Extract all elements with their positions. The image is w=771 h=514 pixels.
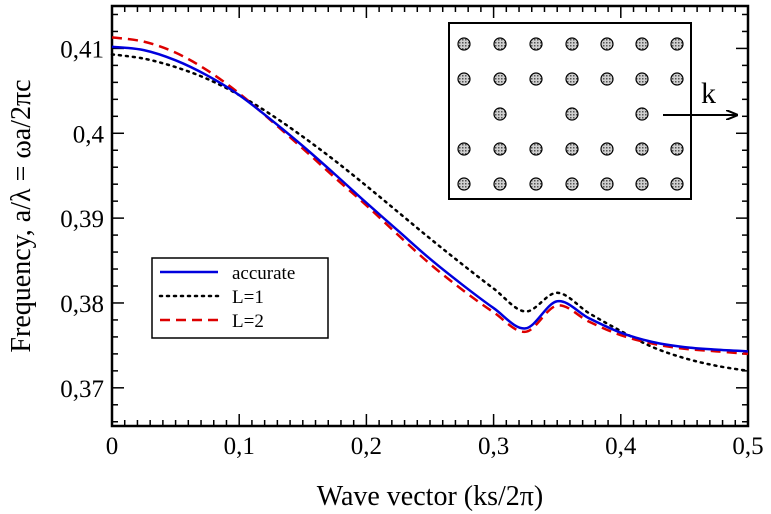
lattice-rod xyxy=(493,177,507,191)
lattice-rod xyxy=(600,177,614,191)
lattice-rod xyxy=(529,37,543,51)
x-tick-label: 0,4 xyxy=(605,433,637,460)
lattice-rod xyxy=(670,72,684,86)
x-tick-label: 0,1 xyxy=(224,433,255,460)
legend-label-accurate: accurate xyxy=(232,263,295,284)
series-line-accurate xyxy=(111,45,749,353)
legend-label-l1: L=1 xyxy=(232,287,264,308)
lattice-rod xyxy=(635,72,649,86)
x-tick-label: 0,2 xyxy=(351,433,382,460)
y-axis-title: Frequency, a/λ = ωa/2πc xyxy=(6,79,37,352)
lattice-rod xyxy=(493,107,507,121)
lattice-rod xyxy=(635,107,649,121)
y-tick-label: 0,41 xyxy=(60,36,104,63)
x-axis-title: Wave vector (ks/2π) xyxy=(317,481,543,512)
y-tick-label: 0,37 xyxy=(60,376,104,403)
lattice-rod xyxy=(635,177,649,191)
lattice-rod xyxy=(529,177,543,191)
lattice-rod xyxy=(670,142,684,156)
lattice-rod xyxy=(565,37,579,51)
x-tick-label: 0,5 xyxy=(732,433,763,460)
x-tick-label: 0 xyxy=(106,433,119,460)
axis-ticks xyxy=(111,6,749,426)
lattice-rod xyxy=(493,142,507,156)
lattice-rod xyxy=(635,142,649,156)
lattice-rod xyxy=(635,37,649,51)
y-tick-label: 0,4 xyxy=(73,121,105,148)
lattice-rod xyxy=(670,37,684,51)
lattice-rod xyxy=(457,177,471,191)
lattice-rod xyxy=(600,72,614,86)
x-tick-labels: 0 0,1 0,2 0,3 0,4 0,5 xyxy=(106,433,764,460)
lattice-rod xyxy=(565,107,579,121)
wave-arrow-label: k xyxy=(701,77,716,110)
lattice-rod xyxy=(565,177,579,191)
lattice-rod xyxy=(457,142,471,156)
inset-dots xyxy=(457,37,684,191)
lattice-rod xyxy=(565,142,579,156)
lattice-rod xyxy=(670,177,684,191)
lattice-rod xyxy=(600,142,614,156)
inset-lattice: k xyxy=(448,22,737,200)
lattice-rod xyxy=(457,37,471,51)
lattice-rod xyxy=(600,37,614,51)
series-line-l-2 xyxy=(111,36,749,356)
lattice-rod xyxy=(457,72,471,86)
legend-label-l2: L=2 xyxy=(232,311,264,332)
legend-box xyxy=(151,257,329,339)
y-tick-labels: 0,37 0,38 0,39 0,4 0,41 xyxy=(60,36,104,402)
x-tick-label: 0,3 xyxy=(478,433,509,460)
lattice-rod xyxy=(529,72,543,86)
lattice-rod xyxy=(529,142,543,156)
y-tick-label: 0,38 xyxy=(60,291,104,318)
y-tick-label: 0,39 xyxy=(60,206,104,233)
legend: accurate L=1 L=2 xyxy=(151,257,329,339)
series-line-l-1 xyxy=(110,53,750,373)
lattice-rod xyxy=(493,72,507,86)
lattice-rod xyxy=(493,37,507,51)
lattice-rod xyxy=(565,72,579,86)
series-layer xyxy=(110,36,750,373)
